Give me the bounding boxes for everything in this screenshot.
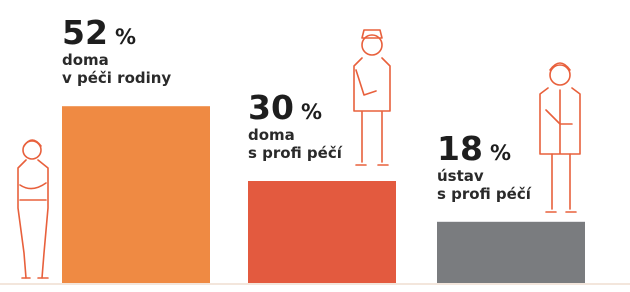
category-label: s profi péčí bbox=[437, 185, 532, 203]
bar bbox=[248, 181, 396, 283]
category-label: v péči rodiny bbox=[62, 69, 171, 87]
category-label: doma bbox=[248, 126, 295, 144]
bar bbox=[437, 222, 585, 283]
value-label: 52% bbox=[62, 13, 136, 52]
woman-figure bbox=[18, 140, 48, 278]
bar bbox=[62, 106, 210, 283]
value-number: 52 bbox=[62, 13, 108, 52]
category-label: s profi péčí bbox=[248, 144, 343, 162]
nurse-figure bbox=[354, 30, 390, 165]
value-number: 18 bbox=[437, 129, 483, 168]
category-label: ústav bbox=[437, 167, 484, 185]
value-label: 30% bbox=[248, 88, 322, 127]
value-label: 18% bbox=[437, 129, 511, 168]
category-label: doma bbox=[62, 51, 109, 69]
value-number: 30 bbox=[248, 88, 294, 127]
value-unit: % bbox=[115, 25, 136, 49]
value-unit: % bbox=[301, 100, 322, 124]
chart: 52%domav péči rodiny30%domas profi péčí1… bbox=[0, 0, 630, 292]
doctor-figure bbox=[540, 63, 580, 212]
value-unit: % bbox=[490, 141, 511, 165]
